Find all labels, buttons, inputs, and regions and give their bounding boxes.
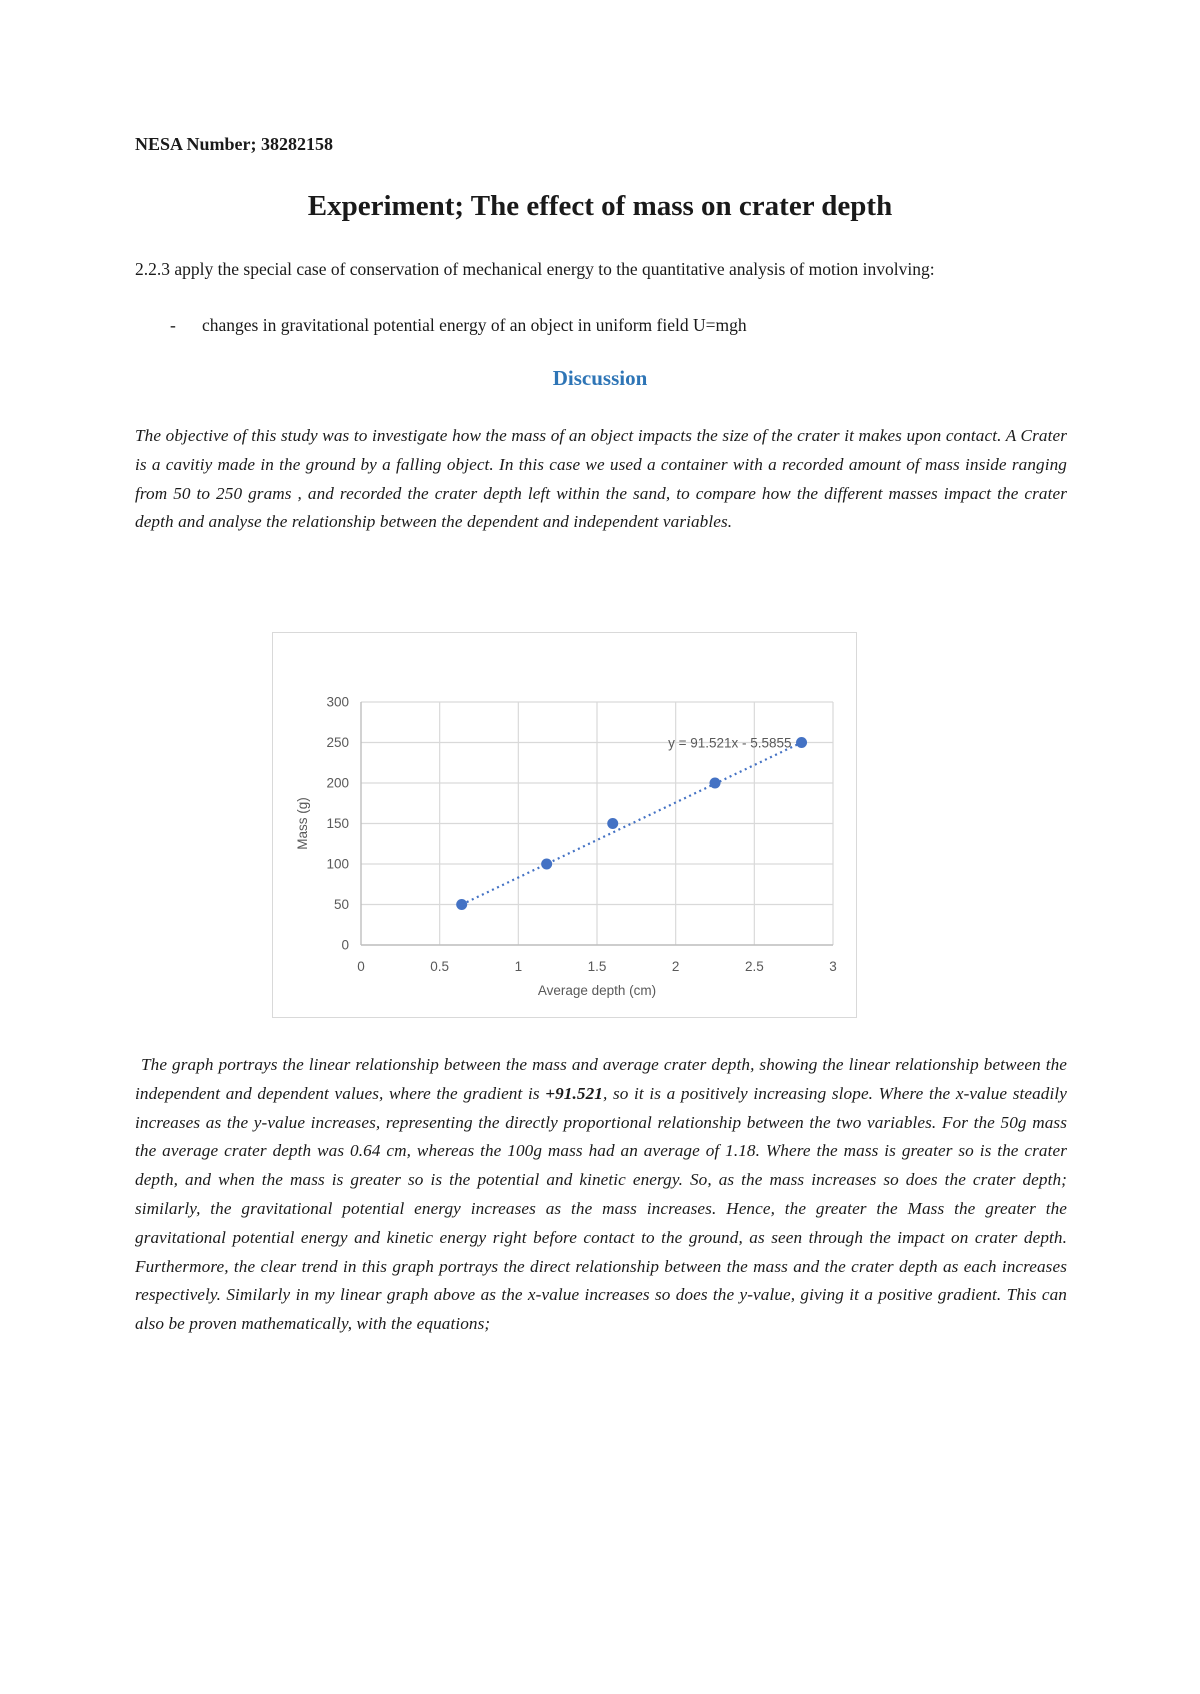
- nesa-number: NESA Number; 38282158: [135, 134, 334, 154]
- discussion-heading: Discussion: [552, 366, 648, 390]
- y-tick-label: 300: [326, 695, 349, 710]
- y-tick-label: 200: [326, 776, 349, 791]
- discussion-paragraph-2: The graph portrays the linear relationsh…: [135, 1051, 1067, 1339]
- data-point: [796, 737, 808, 748]
- y-tick-label: 250: [326, 735, 349, 750]
- bullet-text: changes in gravitational potential energ…: [202, 315, 747, 335]
- y-tick-label: 150: [326, 816, 349, 831]
- x-tick-label: 3: [829, 959, 837, 974]
- x-tick-label: 2.5: [745, 959, 764, 974]
- paragraph2-text-start: The graph portrays the linear relationsh…: [135, 1055, 1067, 1103]
- mass-vs-depth-chart[interactable]: 0 50 100 150 200 250 300 0 0.5 1 1.5 2 2.5 3 Mass (g) A…: [272, 632, 857, 1018]
- scatter-plot: 0 50 100 150 200 250 300 0 0.5 1 1.5 2 2.5 3 Mass (g) A…: [295, 695, 837, 999]
- data-point: [709, 777, 721, 789]
- syllabus-outcome-text: 2.2.3 apply the special case of conserva…: [135, 259, 935, 279]
- y-tick-label: 50: [334, 897, 349, 912]
- y-tick-label: 100: [326, 857, 349, 872]
- x-tick-label: 0: [357, 959, 365, 974]
- paragraph2-text-end: , so it is a positively increasing slope…: [135, 1083, 1067, 1334]
- data-point: [541, 858, 553, 870]
- x-tick-label: 2: [672, 959, 680, 974]
- y-tick-label: 0: [341, 938, 349, 953]
- x-tick-label: 0.5: [430, 959, 449, 974]
- x-tick-label: 1: [515, 959, 523, 974]
- gradient-value-bold: +91.521: [545, 1083, 603, 1103]
- document-title: Experiment; The effect of mass on crater…: [307, 190, 893, 222]
- y-axis-title: Mass (g): [295, 797, 310, 850]
- data-point: [607, 818, 619, 829]
- x-tick-label: 1.5: [588, 959, 607, 974]
- trendline: [461, 741, 803, 906]
- bullet-dash: -: [170, 315, 176, 335]
- discussion-paragraph-1: The objective of this study was to inves…: [135, 426, 1067, 532]
- data-point: [456, 899, 468, 910]
- x-axis-title: Average depth (cm): [538, 983, 656, 998]
- trendline-equation-label: y = 91.521x - 5.5855: [668, 736, 791, 751]
- syllabus-bullet-item: - changes in gravitational potential ene…: [170, 315, 1050, 336]
